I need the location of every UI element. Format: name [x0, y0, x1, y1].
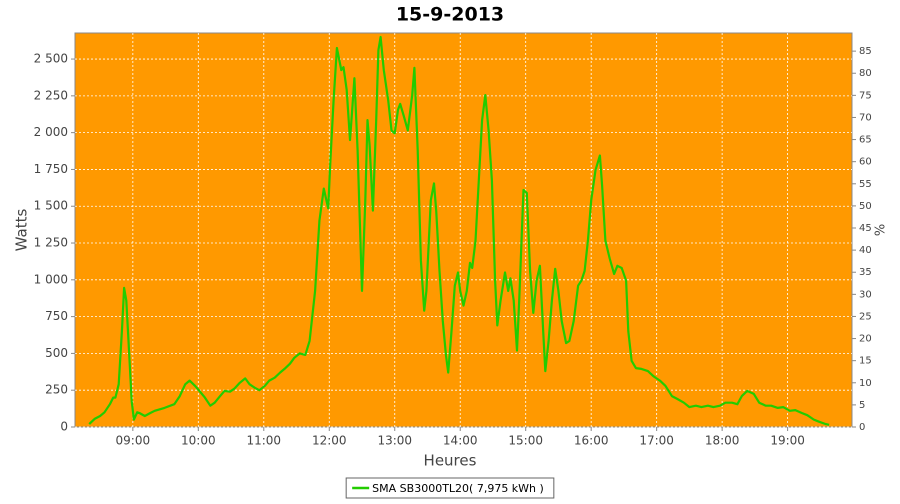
y-tick-label: 500: [45, 346, 68, 360]
x-axis-label: Heures: [424, 452, 477, 470]
x-tick-label: 13:00: [377, 434, 412, 448]
y2-tick-label: 60: [859, 157, 872, 168]
y-tick-label: 1 750: [34, 162, 68, 176]
y2-tick-label: 65: [859, 135, 872, 146]
y2-tick-label: 75: [859, 90, 872, 101]
y2-tick-label: 40: [859, 245, 872, 256]
y-tick-label: 250: [45, 383, 68, 397]
y2-tick-label: 55: [859, 179, 872, 190]
legend: SMA SB3000TL20( 7,975 kWh ): [345, 477, 555, 499]
y2-tick-label: 30: [859, 289, 872, 300]
y2-tick-label: 0: [859, 422, 865, 433]
series-line: [88, 35, 830, 426]
x-tick-label: 09:00: [116, 434, 151, 448]
y2-axis-label: %: [874, 224, 889, 236]
x-tick-label: 12:00: [312, 434, 347, 448]
y2-tick-label: 15: [859, 356, 872, 367]
y-tick-label: 1 000: [34, 272, 68, 286]
y-tick-label: 2 250: [34, 88, 68, 102]
x-tick-label: 14:00: [443, 434, 478, 448]
y2-tick-label: 80: [859, 68, 872, 79]
y2-tick-label: 20: [859, 334, 872, 345]
plot-area: [74, 32, 853, 428]
x-tick-label: 18:00: [705, 434, 740, 448]
y2-tick-label: 45: [859, 223, 872, 234]
x-tick-label: 19:00: [770, 434, 805, 448]
x-tick-label: 10:00: [181, 434, 216, 448]
y-tick-label: 750: [45, 309, 68, 323]
y-tick-label: 0: [60, 420, 68, 434]
y2-tick-label: 50: [859, 201, 872, 212]
y2-tick-label: 5: [859, 400, 865, 411]
x-tick-label: 16:00: [574, 434, 609, 448]
y2-tick-label: 35: [859, 267, 872, 278]
y2-tick-label: 25: [859, 311, 872, 322]
y-tick-label: 2 500: [34, 52, 68, 66]
y-axis-label: Watts: [13, 209, 31, 252]
y2-tick-label: 70: [859, 112, 872, 123]
legend-box: [345, 477, 555, 499]
y2-tick-label: 10: [859, 378, 872, 389]
x-tick-label: 15:00: [508, 434, 543, 448]
x-tick-label: 11:00: [246, 434, 281, 448]
y-tick-label: 1 500: [34, 199, 68, 213]
legend-label: SMA SB3000TL20( 7,975 kWh ): [372, 482, 544, 495]
x-tick-label: 17:00: [639, 434, 674, 448]
chart-title: 15-9-2013: [396, 4, 504, 26]
y-tick-label: 2 000: [34, 125, 68, 139]
y2-tick-label: 85: [859, 46, 872, 57]
y-tick-label: 1 250: [34, 236, 68, 250]
